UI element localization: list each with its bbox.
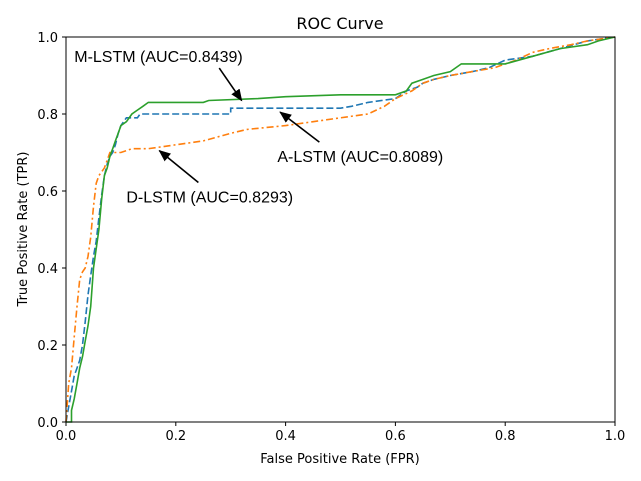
y-axis: 0.0 0.2 0.4 0.6 0.8 1.0 [37, 31, 66, 431]
annotation-label: D-LSTM (AUC=0.8293) [126, 190, 293, 207]
series-line-m-lstm [66, 36, 616, 423]
y-tick-label: 0.0 [37, 416, 58, 431]
y-tick-label: 1.0 [37, 31, 58, 46]
x-tick-label: 1.0 [605, 429, 626, 444]
annotation-arrow [158, 149, 199, 184]
x-tick-label: 0.8 [495, 429, 516, 444]
y-axis-title: True Positive Rate (TPR) [16, 152, 31, 308]
series-line-d-lstm [65, 36, 616, 423]
series-layer [65, 36, 616, 423]
y-tick-label: 0.2 [37, 339, 58, 354]
plot-frame [65, 36, 616, 423]
chart-title: ROC Curve [296, 14, 383, 33]
annotation-label: M-LSTM (AUC=0.8439) [74, 49, 243, 66]
x-axis-title: False Positive Rate (FPR) [260, 452, 419, 467]
annotation-label: A-LSTM (AUC=0.8089) [277, 149, 443, 166]
x-tick-label: 0.2 [165, 429, 186, 444]
y-tick-label: 0.4 [37, 262, 58, 277]
x-tick-label: 0.6 [385, 429, 406, 444]
y-tick-label: 0.8 [37, 108, 58, 123]
annotation-layer: M-LSTM (AUC=0.8439) A-LSTM (AUC=0.8089) D-… [74, 49, 443, 207]
x-axis: 0.0 0.2 0.4 0.6 0.8 1.0 [56, 422, 626, 444]
annotation-arrow [279, 111, 320, 143]
y-tick-label: 0.6 [37, 185, 58, 200]
annotation-arrow [218, 67, 243, 102]
x-tick-label: 0.4 [275, 429, 296, 444]
x-tick-label: 0.0 [56, 429, 77, 444]
series-line-a-lstm [65, 36, 616, 423]
